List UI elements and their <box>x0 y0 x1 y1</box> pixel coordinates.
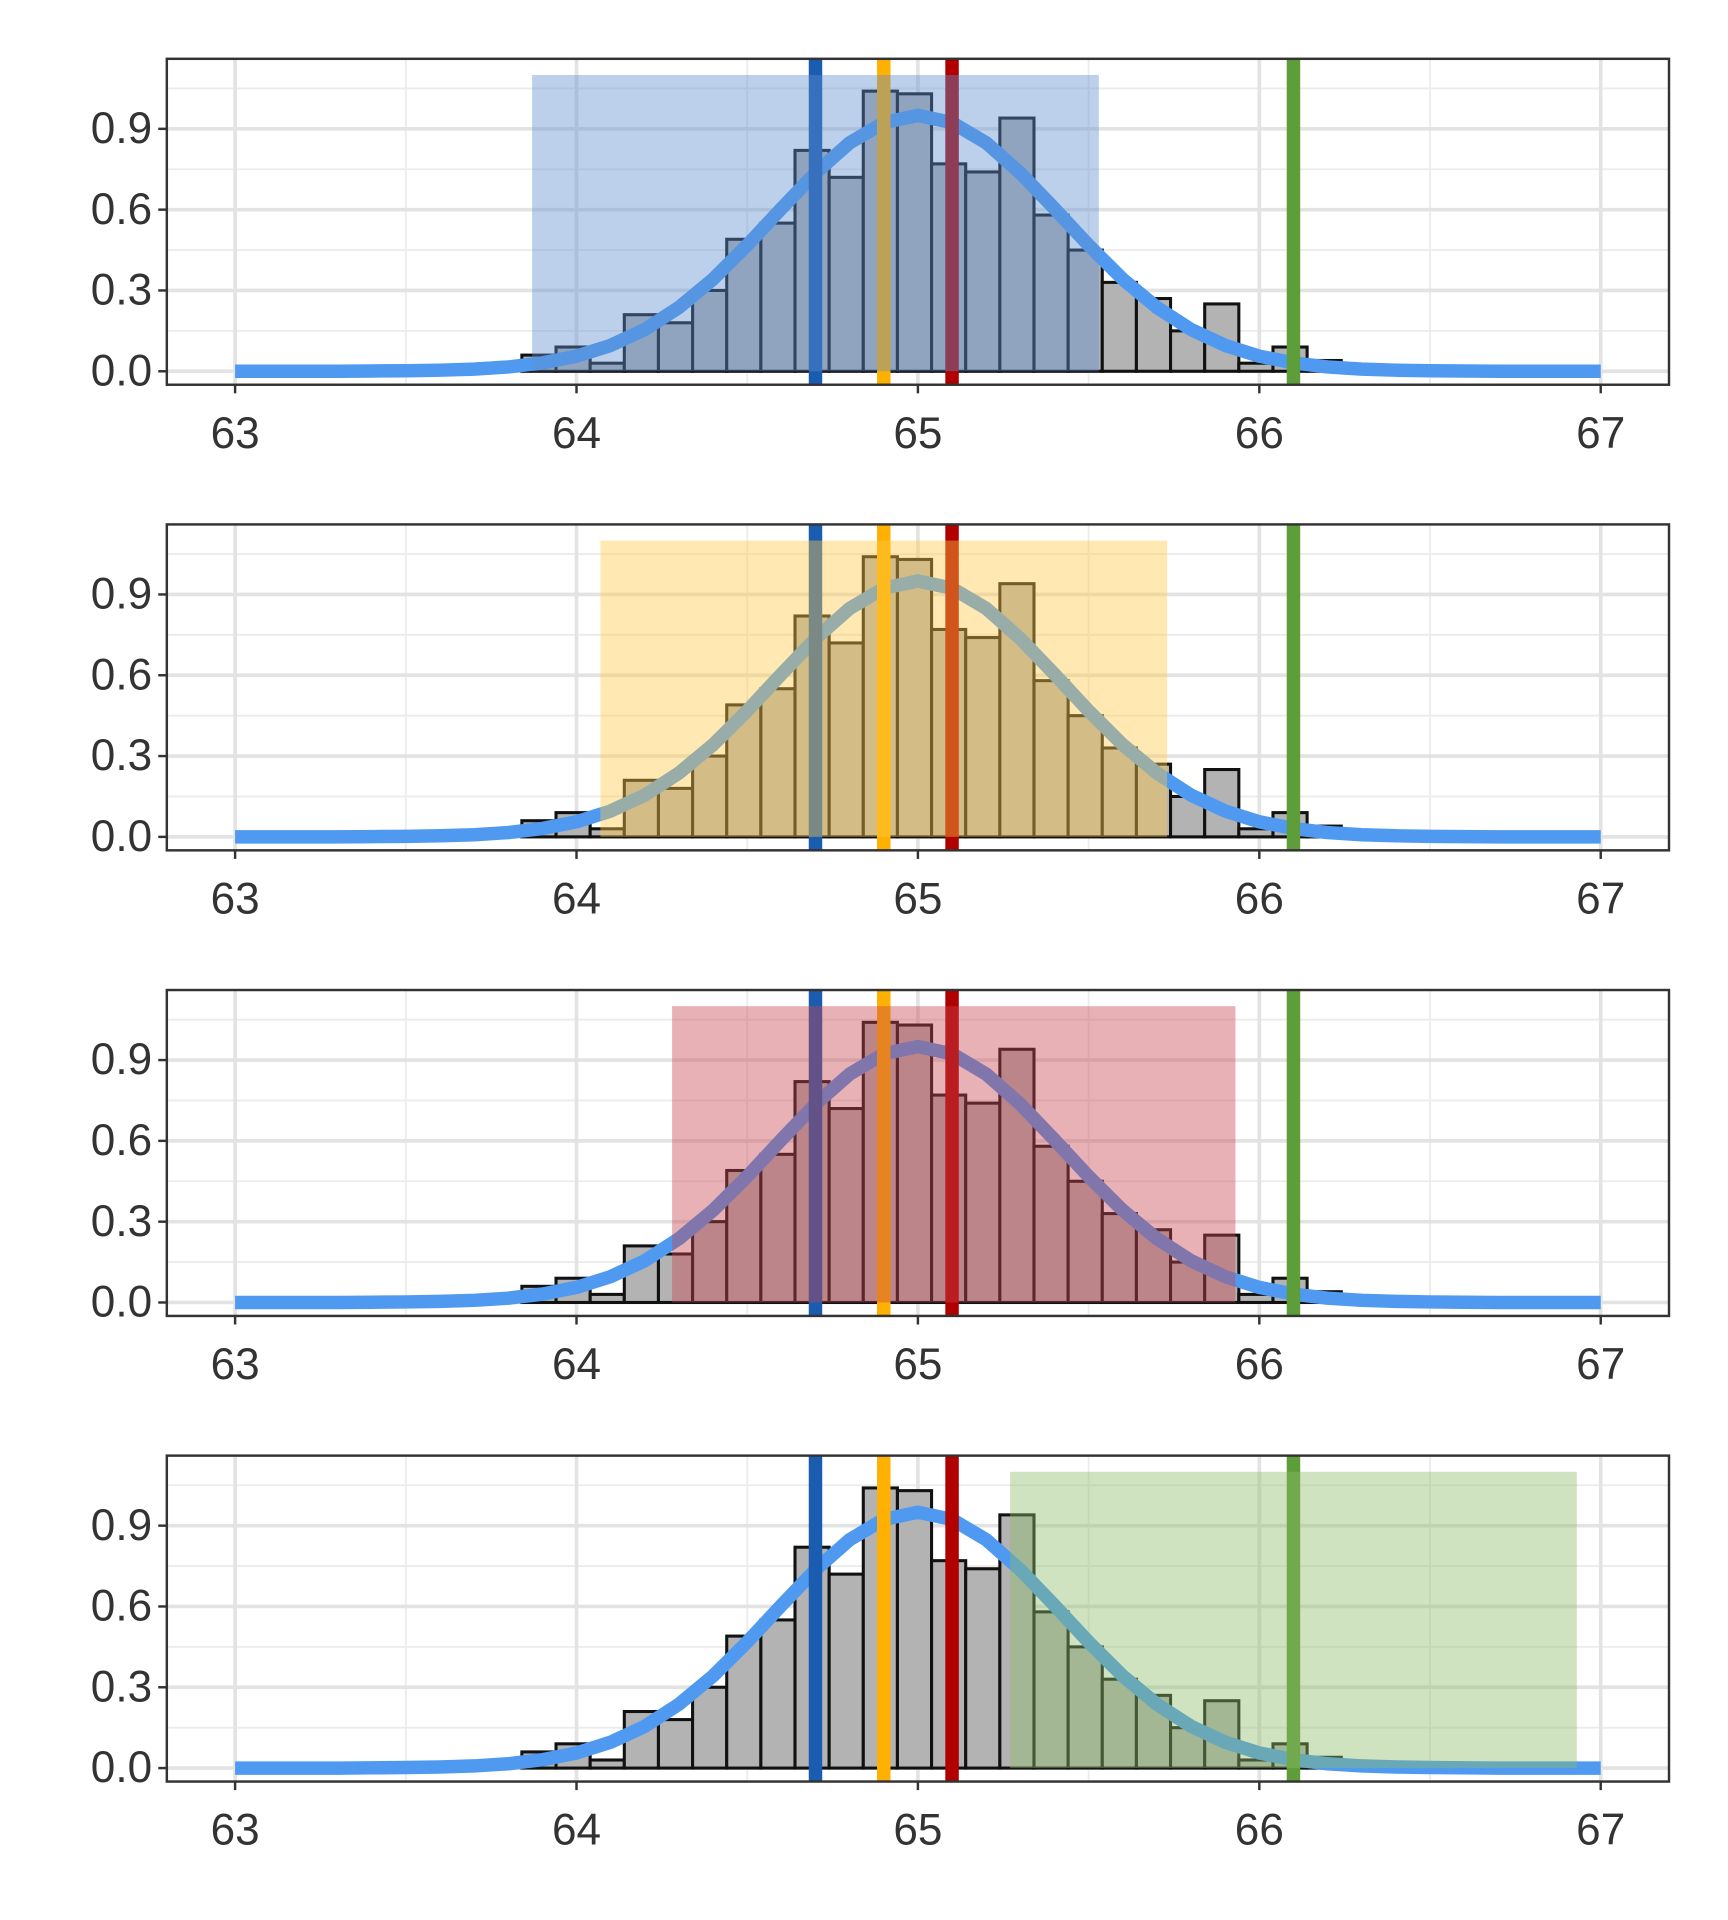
histogram-bar <box>1032 1144 1070 1305</box>
y-tick-label: 0.3 <box>91 266 152 315</box>
y-tick-label: 0.0 <box>91 812 152 861</box>
histogram-bar <box>964 1567 1002 1770</box>
x-tick-label: 65 <box>893 409 942 458</box>
histogram-bar <box>1032 1610 1070 1770</box>
panel-border <box>165 1454 1671 1783</box>
histogram-bar <box>656 1252 695 1305</box>
histogram-bar <box>1066 1179 1104 1305</box>
x-tick-label: 66 <box>1235 874 1284 923</box>
x-tick-label: 63 <box>211 1340 260 1389</box>
interval-band <box>1010 1471 1577 1769</box>
panel-border <box>165 523 1671 852</box>
y-tick-label: 0.3 <box>91 1662 152 1711</box>
histogram-bar <box>588 1292 626 1305</box>
panel-border <box>165 57 1671 386</box>
histogram-bar <box>1032 679 1070 839</box>
x-tick-label: 64 <box>552 1340 601 1389</box>
x-tick-label: 67 <box>1576 1806 1625 1855</box>
density-curve <box>235 574 1601 844</box>
histogram-bar <box>588 1758 626 1770</box>
x-tick-label: 67 <box>1576 409 1625 458</box>
histogram-bar <box>691 1685 729 1770</box>
density-curve <box>235 108 1601 379</box>
x-tick-label: 63 <box>211 874 260 923</box>
interval-band <box>600 540 1168 837</box>
histogram-bar <box>1100 280 1138 373</box>
histogram-bar <box>656 786 695 839</box>
x-tick-label: 64 <box>552 409 601 458</box>
histogram-bar <box>725 1168 763 1305</box>
panel-border <box>165 988 1671 1318</box>
x-tick-label: 65 <box>893 1340 942 1389</box>
y-tick-label: 0.9 <box>91 570 152 619</box>
x-tick-label: 63 <box>211 1806 260 1855</box>
y-tick-label: 0.9 <box>91 1501 152 1550</box>
y-tick-label: 0.6 <box>91 650 152 699</box>
histogram-bar <box>827 175 865 373</box>
interval-band <box>672 1006 1236 1303</box>
histogram-bar <box>895 92 934 373</box>
x-tick-label: 63 <box>211 409 260 458</box>
y-tick-label: 0.9 <box>91 104 152 153</box>
histogram-bar <box>759 1618 797 1770</box>
histogram-bar <box>964 170 1002 373</box>
x-tick-label: 67 <box>1576 1340 1625 1389</box>
y-tick-label: 0.6 <box>91 1582 152 1631</box>
x-tick-label: 66 <box>1235 1340 1284 1389</box>
histogram-bar <box>691 754 729 839</box>
density-curve <box>235 1505 1601 1775</box>
histogram-bar <box>895 557 934 839</box>
x-tick-label: 64 <box>552 1806 601 1855</box>
x-tick-label: 66 <box>1235 1806 1284 1855</box>
histogram-bar <box>759 221 797 373</box>
y-tick-label: 0.0 <box>91 346 152 395</box>
histogram-bar <box>827 1107 865 1305</box>
y-tick-label: 0.0 <box>91 1743 152 1792</box>
histogram-bar <box>656 1718 695 1770</box>
y-tick-label: 0.3 <box>91 731 152 780</box>
histogram-bar <box>895 1489 934 1770</box>
histogram-bar <box>827 641 865 839</box>
x-tick-label: 65 <box>893 874 942 923</box>
y-tick-label: 0.9 <box>91 1035 152 1084</box>
y-tick-label: 0.3 <box>91 1197 152 1246</box>
x-tick-label: 66 <box>1235 409 1284 458</box>
histogram-bar <box>964 636 1002 839</box>
y-tick-label: 0.6 <box>91 1116 152 1165</box>
x-tick-label: 64 <box>552 874 601 923</box>
x-tick-label: 65 <box>893 1806 942 1855</box>
histogram-bar <box>827 1572 865 1770</box>
y-tick-label: 0.6 <box>91 185 152 234</box>
interval-band <box>532 74 1099 372</box>
density-curve <box>235 1039 1601 1310</box>
x-tick-label: 67 <box>1576 874 1625 923</box>
histogram-bar <box>1066 1645 1104 1770</box>
y-tick-label: 0.0 <box>91 1278 152 1327</box>
